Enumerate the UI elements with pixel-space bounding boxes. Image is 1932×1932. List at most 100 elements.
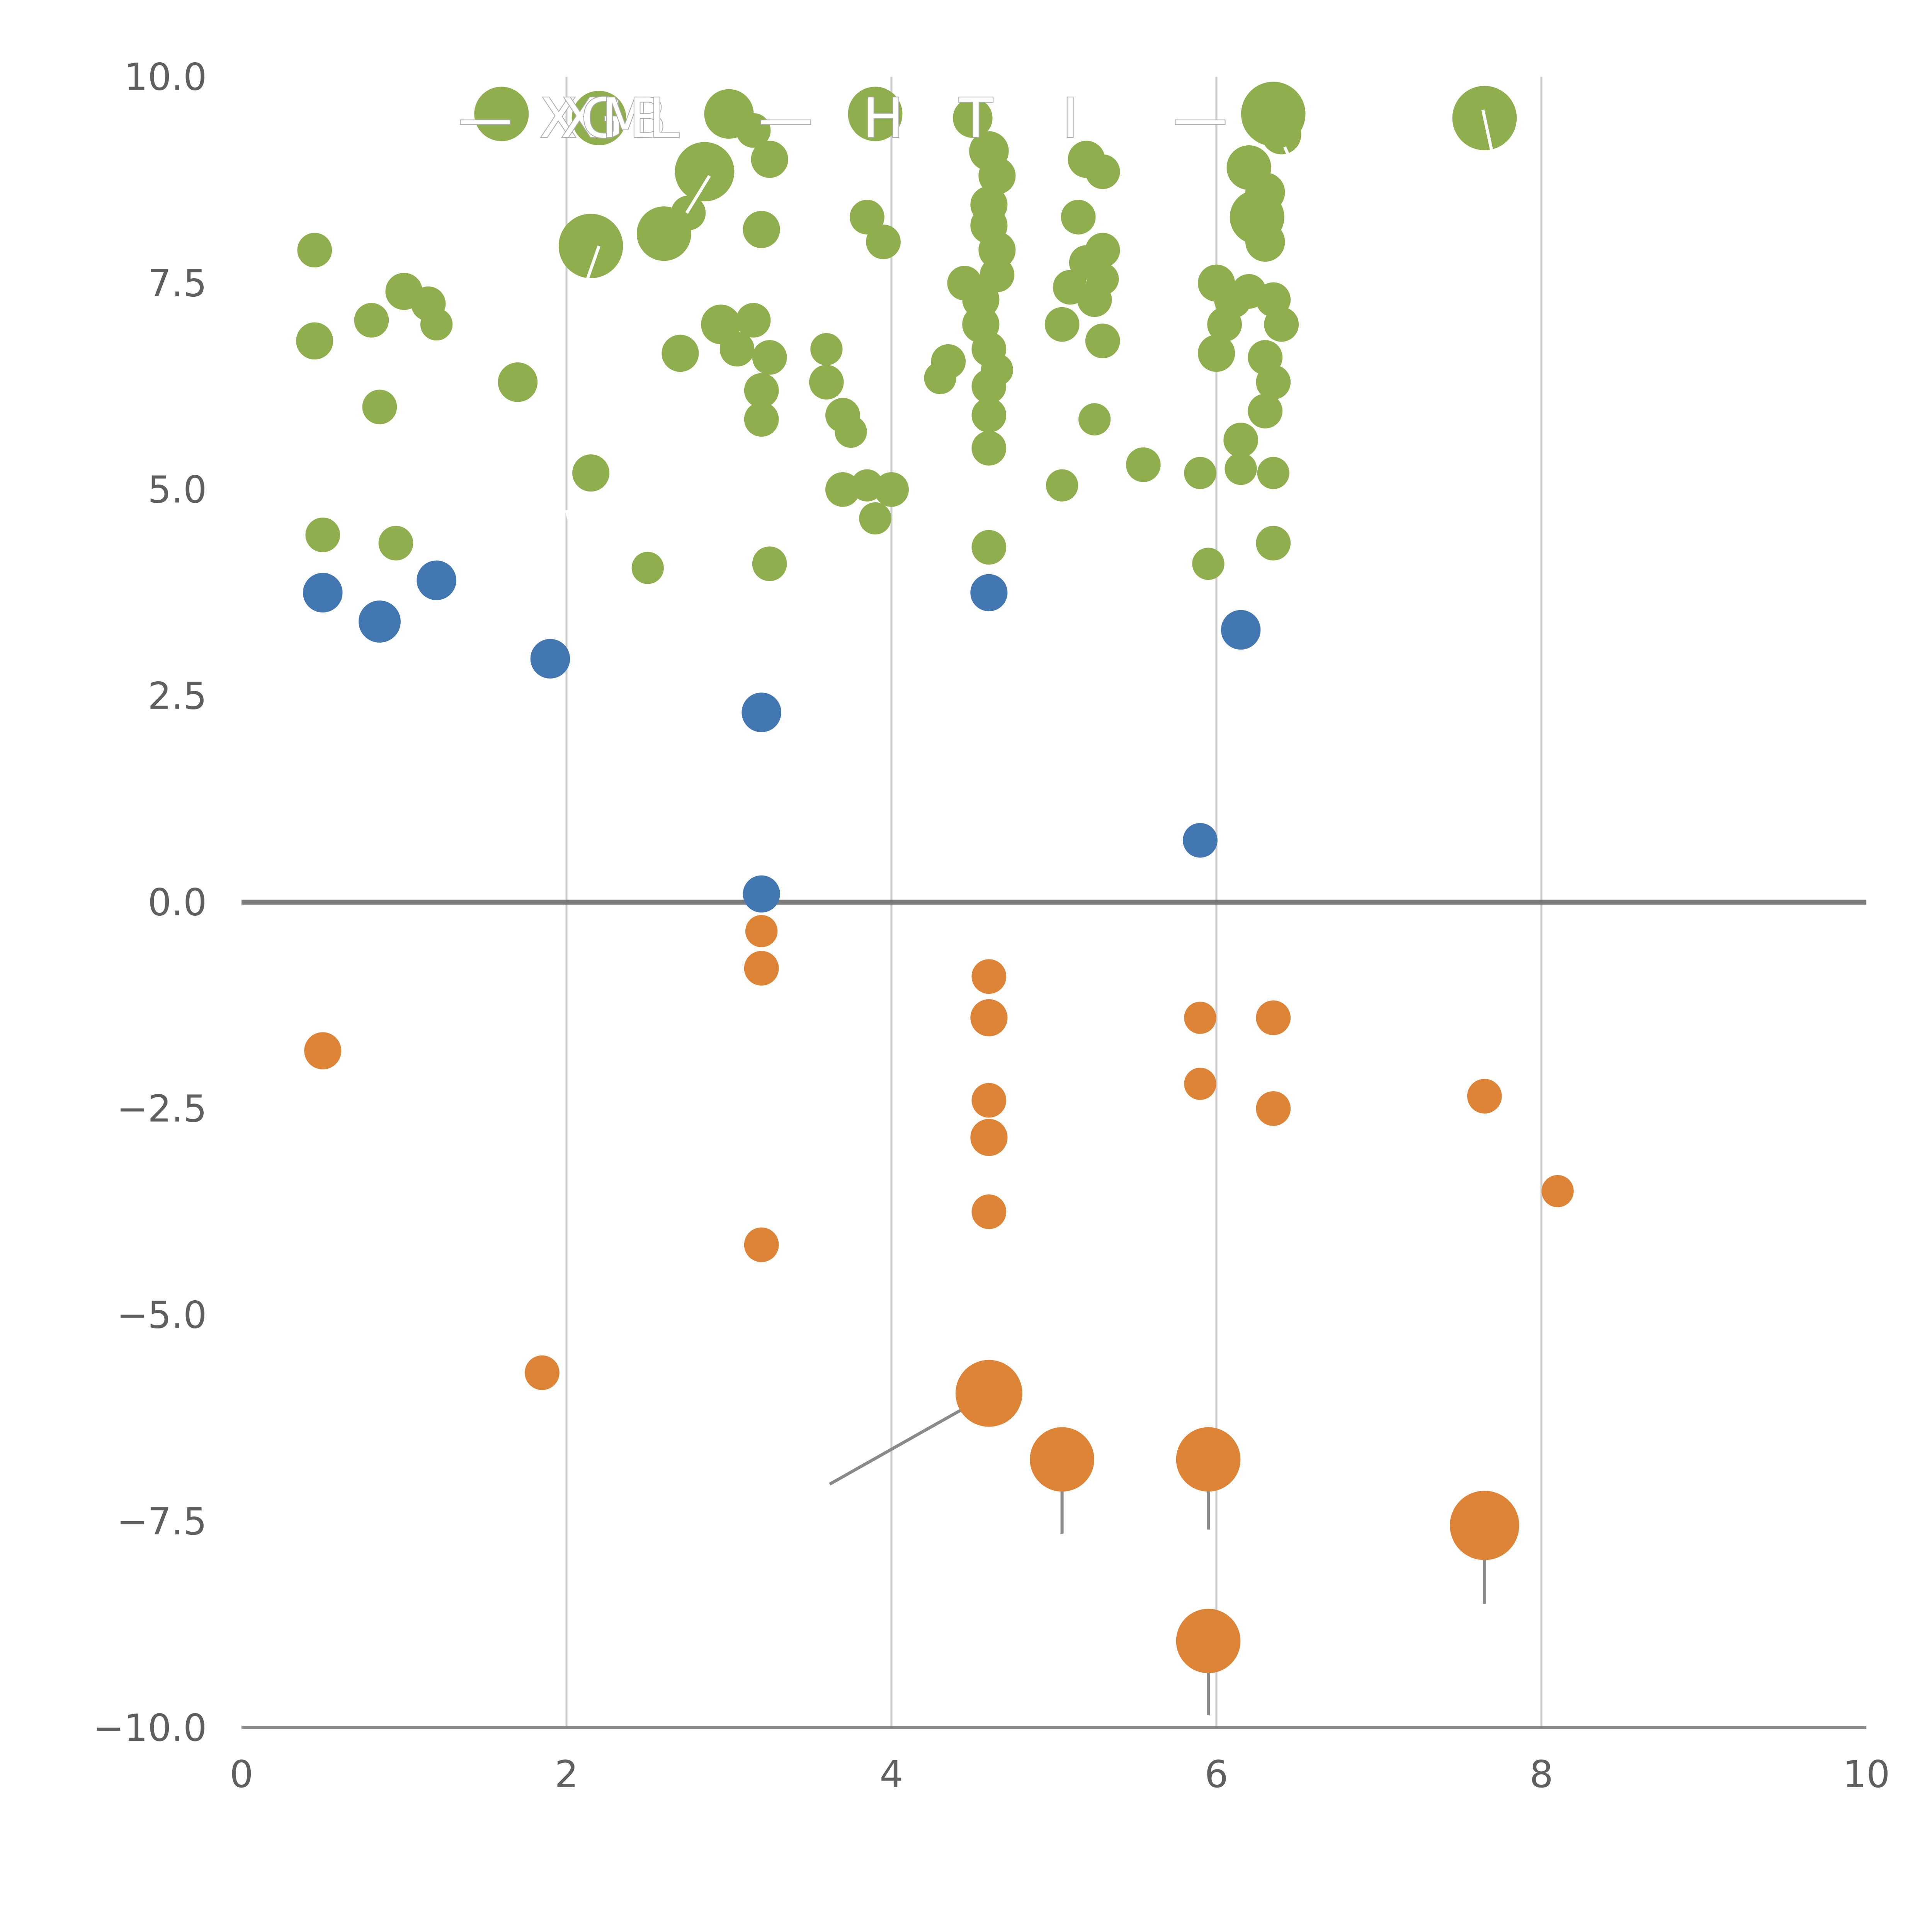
scatter-point-orange (955, 1360, 1022, 1427)
y-tick-label: −10.0 (93, 1706, 207, 1750)
scatter-point-green (1046, 469, 1078, 502)
scatter-point-blue (358, 600, 401, 643)
annotation-label: G (581, 87, 623, 150)
scatter-point-green (752, 546, 787, 581)
scatter-point-orange (971, 959, 1007, 994)
scatter-point-green (1061, 200, 1096, 235)
scatter-point-green (866, 224, 901, 259)
scatter-point-green (953, 98, 993, 138)
scatter-point-green (1245, 222, 1285, 262)
scatter-point-green (809, 365, 844, 400)
scatter-point-green (572, 454, 610, 492)
scatter-point-green (1248, 394, 1283, 429)
scatter-point-orange (970, 999, 1008, 1037)
x-tick-label: 10 (1843, 1753, 1890, 1796)
scatter-point-green (978, 157, 1016, 195)
y-tick-label: 5.0 (148, 468, 207, 511)
y-tick-label: 7.5 (148, 262, 207, 305)
scatter-point-green (1262, 114, 1301, 155)
scatter-point-green (420, 308, 453, 341)
scatter-point-green (752, 340, 787, 375)
x-tick-label: 0 (230, 1753, 253, 1796)
scatter-point-green (498, 362, 538, 402)
scatter-point-green (719, 332, 755, 367)
scatter-point-orange (1176, 1427, 1241, 1492)
leader-line (685, 175, 711, 214)
scatter-point-green (305, 517, 340, 553)
stem-line (829, 1400, 977, 1486)
scatter-point-green (1085, 323, 1120, 359)
scatter-point-green (874, 472, 909, 507)
annotation-label: — (759, 87, 813, 150)
scatter-point-green (378, 526, 413, 561)
scatter-point-green (971, 530, 1007, 565)
scatter-point-green (810, 333, 843, 366)
scatter-point-orange (1030, 1427, 1094, 1492)
scatter-point-orange (744, 1227, 779, 1262)
scatter-point-green (1264, 307, 1299, 342)
scatter-point-blue (303, 573, 343, 613)
scatter-point-green (662, 335, 699, 372)
x-tick-label: 2 (554, 1753, 578, 1796)
scatter-point-blue (530, 639, 570, 679)
annotation-label: X (561, 87, 598, 150)
annotation-label: B (629, 87, 667, 150)
y-tick-label: −2.5 (117, 1087, 207, 1131)
scatter-point-green (736, 303, 771, 338)
annotation-label: I (1062, 87, 1078, 150)
scatter-point-green (743, 211, 780, 248)
scatter-point-orange (745, 915, 778, 947)
annotation-label: M (602, 87, 649, 150)
scatter-point-green (1085, 233, 1120, 268)
scatter-point-green (825, 472, 860, 507)
scatter-point-green (474, 87, 529, 141)
scatter-point-green (850, 200, 884, 235)
scatter-point-green (835, 415, 867, 448)
scatter-point-orange (1256, 1091, 1291, 1126)
scatter-point-blue (970, 574, 1008, 611)
scatter-point-green (971, 431, 1007, 466)
scatter-point-green (1256, 365, 1291, 400)
scatter-point-green (1044, 307, 1080, 342)
scatter-point-green (736, 113, 771, 148)
scatter-point-green (931, 344, 966, 379)
scatter-point-green (1245, 172, 1285, 213)
scatter-point-orange (1184, 1068, 1216, 1100)
scatter-point-orange (1176, 1609, 1241, 1673)
y-tick-label: −7.5 (117, 1500, 207, 1543)
y-tick-label: 2.5 (148, 675, 207, 718)
scatter-point-blue (743, 875, 780, 913)
y-tick-label: 0.0 (148, 881, 207, 924)
scatter-point-orange (304, 1032, 342, 1070)
scatter-point-orange (1467, 1079, 1502, 1114)
leader-line (565, 510, 576, 544)
scatter-point-green (848, 87, 903, 141)
leader-line (584, 245, 600, 284)
scatter-point-green (744, 373, 779, 408)
scatter-point-blue (1221, 610, 1261, 650)
annotation-label: T (959, 87, 993, 150)
scatter-point-green (675, 142, 735, 202)
scatter-point-green (1223, 422, 1259, 457)
scatter-point-green (1257, 457, 1289, 489)
annotation-label: X (540, 87, 577, 150)
scatter-point-blue (742, 692, 781, 732)
scatter-point-orange (971, 1083, 1007, 1118)
y-tick-label: 10.0 (124, 55, 207, 99)
scatter-point-green (978, 231, 1016, 269)
scatter-point-orange (971, 1194, 1007, 1229)
scatter-point-green (362, 389, 397, 425)
leader-line (1283, 146, 1299, 177)
y-tick-label: −5.0 (117, 1294, 207, 1337)
scatter-point-green (571, 91, 626, 146)
annotation-label: — (458, 87, 512, 150)
annotation-label: — (1173, 87, 1228, 150)
scatter-point-green (1085, 154, 1120, 189)
scatter-point-orange (970, 1119, 1008, 1156)
annotation-label: H (863, 87, 904, 150)
scatter-point-green (1225, 452, 1257, 485)
x-tick-label: 4 (879, 1753, 903, 1796)
scatter-point-green (1184, 457, 1216, 489)
